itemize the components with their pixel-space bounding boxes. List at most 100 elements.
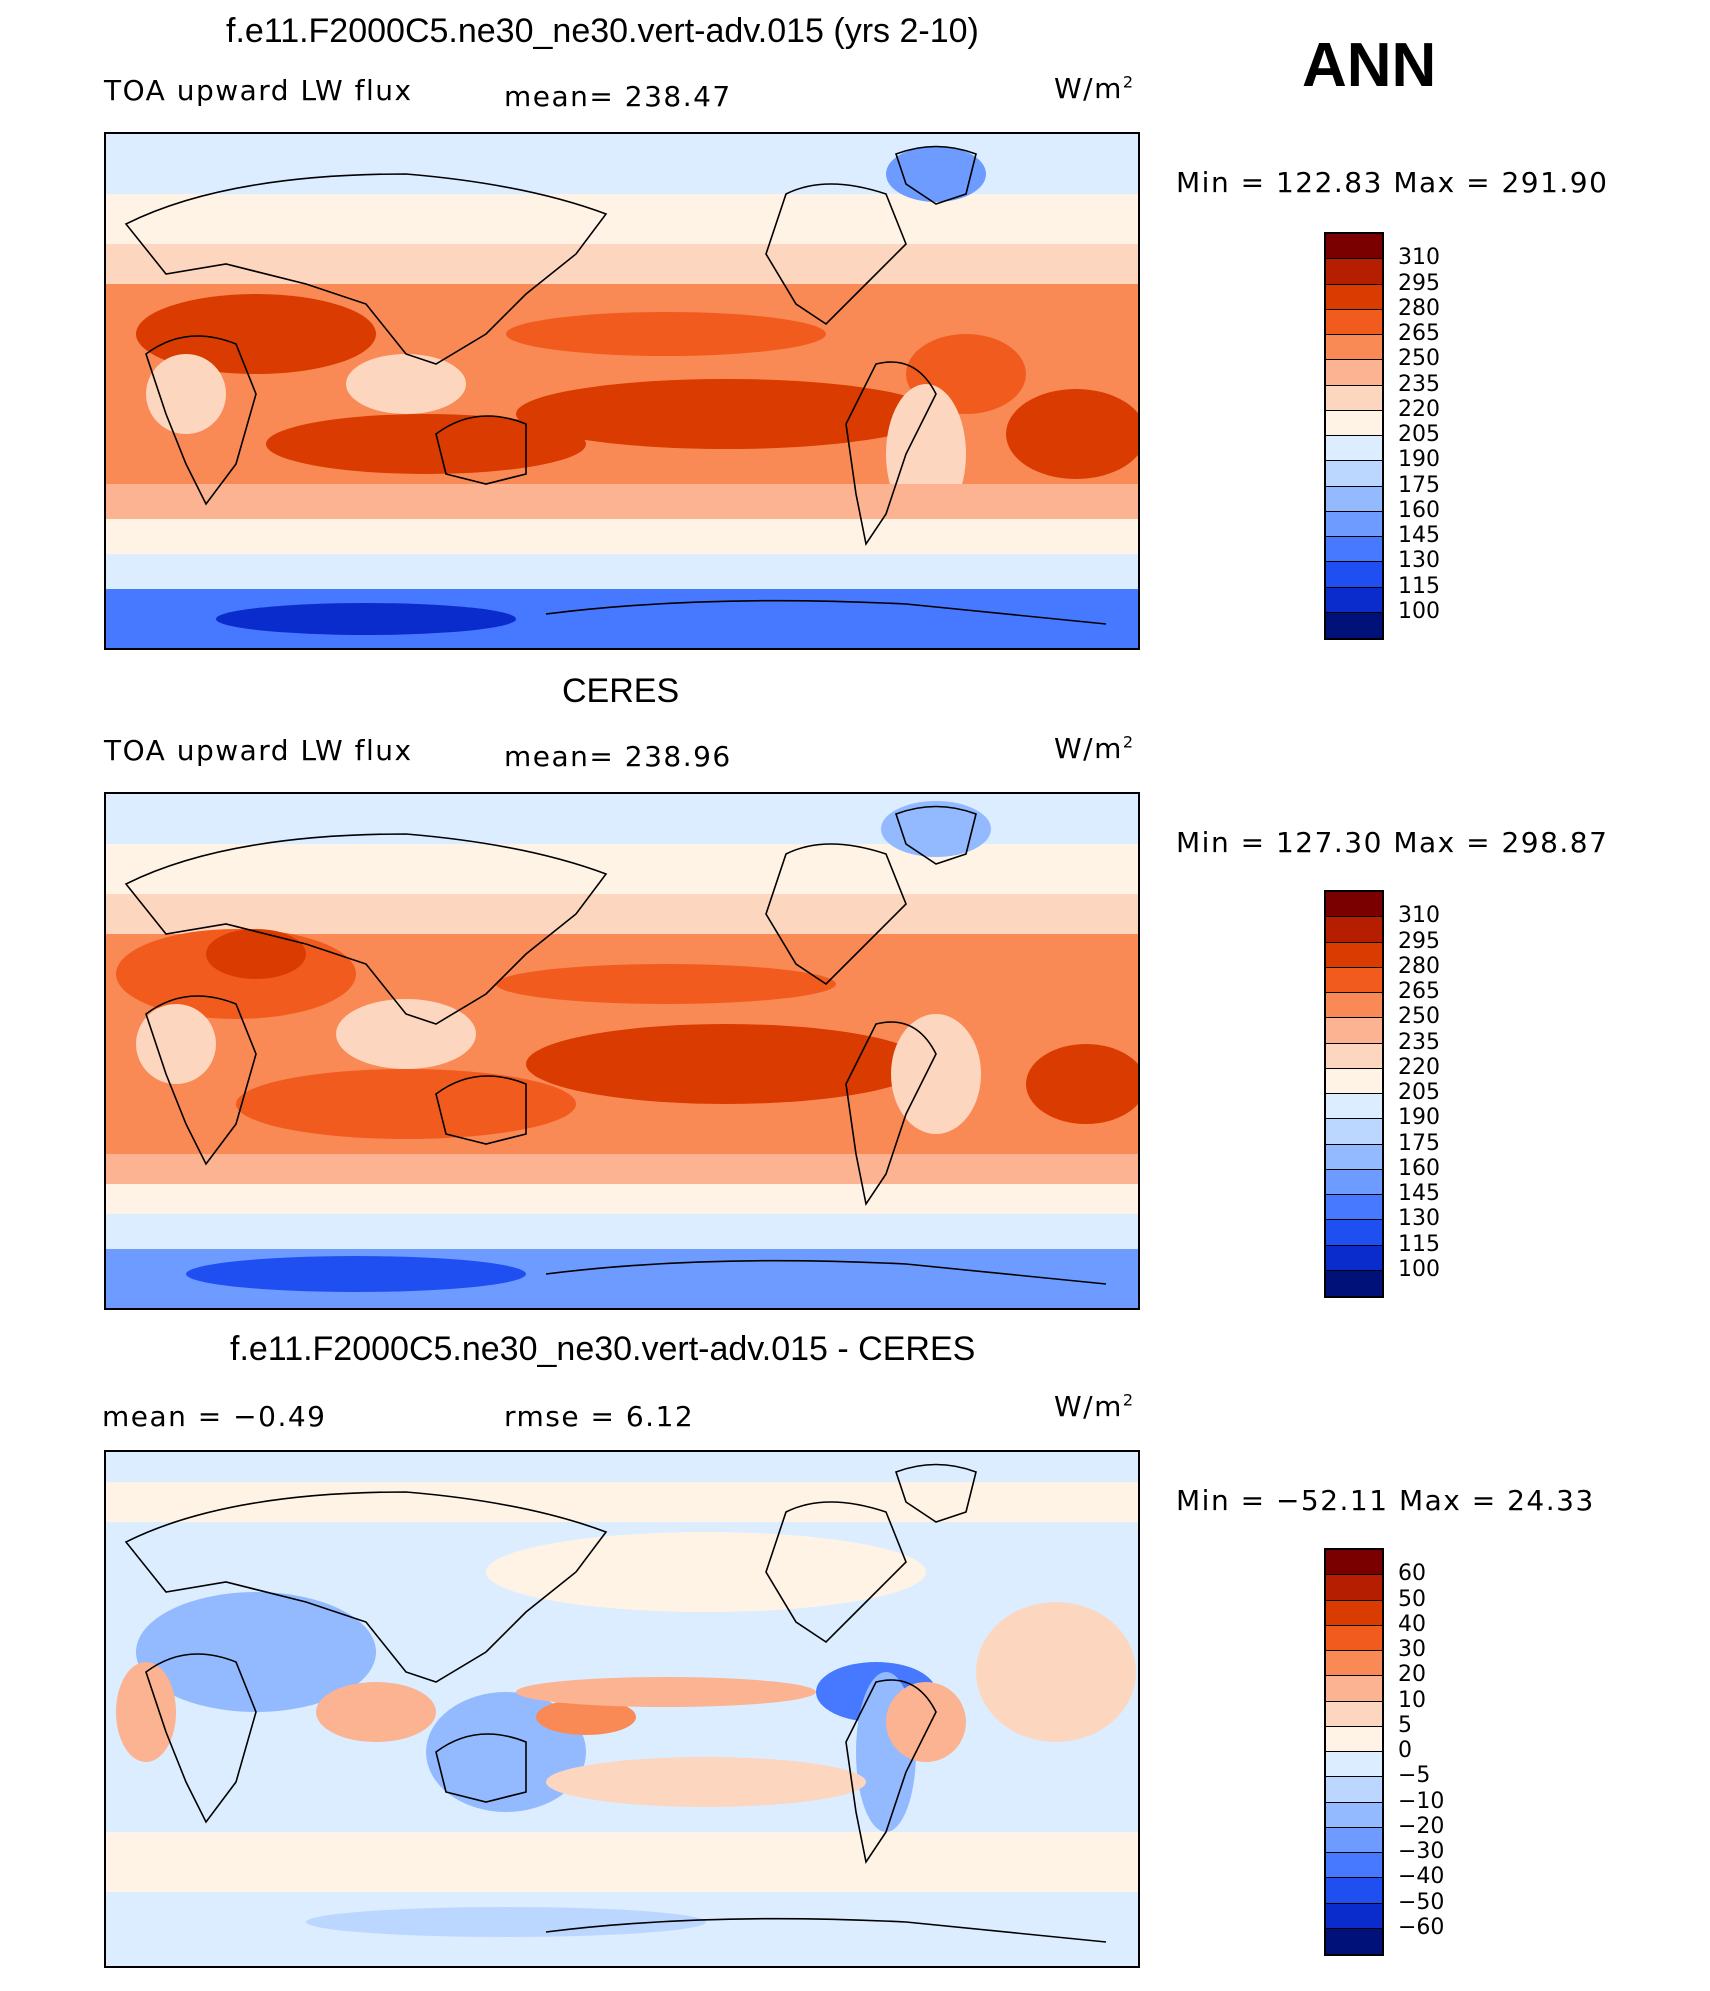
colorbar-swatch: [1326, 1726, 1382, 1752]
colorbar-swatch: [1326, 1752, 1382, 1778]
panel1-variable: TOA upward LW flux: [104, 74, 413, 107]
colorbar-swatch: [1326, 1270, 1382, 1296]
panel3-title: f.e11.F2000C5.ne30_ne30.vert-adv.015 - C…: [230, 1330, 976, 1368]
colorbar-tick-label: 100: [1398, 1256, 1440, 1282]
colorbar-tick-label: 280: [1398, 953, 1440, 979]
colorbar-swatch: [1326, 284, 1382, 310]
colorbar-tick-label: −60: [1398, 1914, 1445, 1940]
colorbar-swatch: [1326, 917, 1382, 943]
panel1-map: [104, 132, 1140, 650]
colorbar-swatch: [1326, 1600, 1382, 1626]
colorbar-swatch: [1326, 1169, 1382, 1195]
panel3-range: Min = −52.11 Max = 24.33: [1176, 1484, 1595, 1517]
colorbar-tick-label: 295: [1398, 928, 1440, 954]
colorbar-tick-label: 310: [1398, 245, 1440, 271]
colorbar-swatch: [1326, 562, 1382, 588]
colorbar-tick-label: 205: [1398, 1080, 1440, 1105]
panel1-title: f.e11.F2000C5.ne30_ne30.vert-adv.015 (yr…: [226, 12, 979, 50]
colorbar-tick-label: −5: [1398, 1763, 1431, 1789]
colorbar-swatch: [1326, 385, 1382, 411]
panel1-units: W/m2: [1054, 72, 1135, 105]
colorbar-tick-label: 60: [1398, 1561, 1426, 1587]
colorbar-tick-label: 250: [1398, 1004, 1440, 1030]
colorbar-swatch: [1326, 587, 1382, 613]
colorbar-tick-label: 145: [1398, 523, 1440, 548]
panel3-map: [104, 1450, 1140, 1968]
colorbar-tick-label: 10: [1398, 1687, 1426, 1713]
colorbar-swatch: [1326, 1068, 1382, 1094]
colorbar-swatch: [1326, 1575, 1382, 1601]
colorbar-tick-label: 175: [1398, 472, 1440, 498]
colorbar-swatch: [1326, 1018, 1382, 1044]
colorbar-tick-label: 295: [1398, 270, 1440, 296]
colorbar-swatch: [1326, 511, 1382, 537]
panel2-units: W/m2: [1054, 732, 1135, 765]
colorbar-tick-label: 265: [1398, 321, 1440, 346]
colorbar-swatch: [1326, 1676, 1382, 1702]
colorbar-tick-label: −40: [1398, 1864, 1445, 1890]
colorbar-tick-label: 160: [1398, 497, 1440, 523]
colorbar-swatch: [1326, 309, 1382, 335]
colorbar-tick-label: 130: [1398, 1206, 1440, 1232]
colorbar-swatch: [1326, 612, 1382, 638]
colorbar-tick-label: 190: [1398, 1105, 1440, 1131]
colorbar-swatch: [1326, 1625, 1382, 1651]
colorbar-tick-label: 160: [1398, 1155, 1440, 1181]
panel2-range: Min = 127.30 Max = 298.87: [1176, 826, 1609, 859]
colorbar-swatch: [1326, 892, 1382, 918]
colorbar-tick-label: 130: [1398, 548, 1440, 574]
colorbar-swatch: [1326, 1119, 1382, 1145]
colorbar-tick-label: 310: [1398, 903, 1440, 929]
panel2-variable: TOA upward LW flux: [104, 734, 413, 767]
colorbar-swatch: [1326, 410, 1382, 436]
panel1-colorbar: [1324, 232, 1384, 640]
colorbar-tick-label: −30: [1398, 1839, 1445, 1864]
colorbar-tick-label: 205: [1398, 422, 1440, 447]
panel3-units: W/m2: [1054, 1390, 1135, 1423]
colorbar-swatch: [1326, 993, 1382, 1019]
colorbar-tick-label: 250: [1398, 346, 1440, 372]
colorbar-tick-label: −10: [1398, 1788, 1445, 1814]
colorbar-swatch: [1326, 537, 1382, 563]
colorbar-swatch: [1326, 360, 1382, 386]
colorbar-tick-label: 20: [1398, 1662, 1426, 1688]
colorbar-tick-label: 115: [1398, 573, 1440, 599]
colorbar-swatch: [1326, 1701, 1382, 1727]
colorbar-tick-label: 100: [1398, 598, 1440, 624]
colorbar-tick-label: 175: [1398, 1130, 1440, 1156]
colorbar-tick-label: 235: [1398, 1029, 1440, 1055]
colorbar-tick-label: 5: [1398, 1712, 1412, 1738]
colorbar-swatch: [1326, 461, 1382, 487]
colorbar-swatch: [1326, 1144, 1382, 1170]
panel2-mean: mean= 238.96: [504, 740, 732, 773]
colorbar-swatch: [1326, 1245, 1382, 1271]
colorbar-tick-label: 220: [1398, 396, 1440, 422]
colorbar-swatch: [1326, 967, 1382, 993]
colorbar-swatch: [1326, 1903, 1382, 1929]
colorbar-swatch: [1326, 1802, 1382, 1828]
colorbar-tick-label: 40: [1398, 1611, 1426, 1637]
colorbar-swatch: [1326, 1777, 1382, 1803]
colorbar-swatch: [1326, 436, 1382, 462]
colorbar-swatch: [1326, 942, 1382, 968]
season-label: ANN: [1302, 31, 1437, 100]
colorbar-swatch: [1326, 1878, 1382, 1904]
colorbar-tick-label: −50: [1398, 1889, 1445, 1915]
colorbar-tick-label: 220: [1398, 1054, 1440, 1080]
colorbar-tick-label: 50: [1398, 1586, 1426, 1612]
colorbar-tick-label: −20: [1398, 1813, 1445, 1839]
colorbar-swatch: [1326, 1651, 1382, 1677]
colorbar-tick-label: 280: [1398, 295, 1440, 321]
colorbar-swatch: [1326, 1827, 1382, 1853]
colorbar-swatch: [1326, 1094, 1382, 1120]
colorbar-tick-label: 265: [1398, 979, 1440, 1004]
colorbar-swatch: [1326, 234, 1382, 260]
panel2-map: [104, 792, 1140, 1310]
colorbar-swatch: [1326, 259, 1382, 285]
panel3-colorbar: [1324, 1548, 1384, 1956]
colorbar-swatch: [1326, 1853, 1382, 1879]
colorbar-tick-label: 0: [1398, 1738, 1412, 1763]
colorbar-swatch: [1326, 335, 1382, 361]
panel3-mean: mean = −0.49: [102, 1400, 327, 1433]
colorbar-tick-label: 190: [1398, 447, 1440, 473]
